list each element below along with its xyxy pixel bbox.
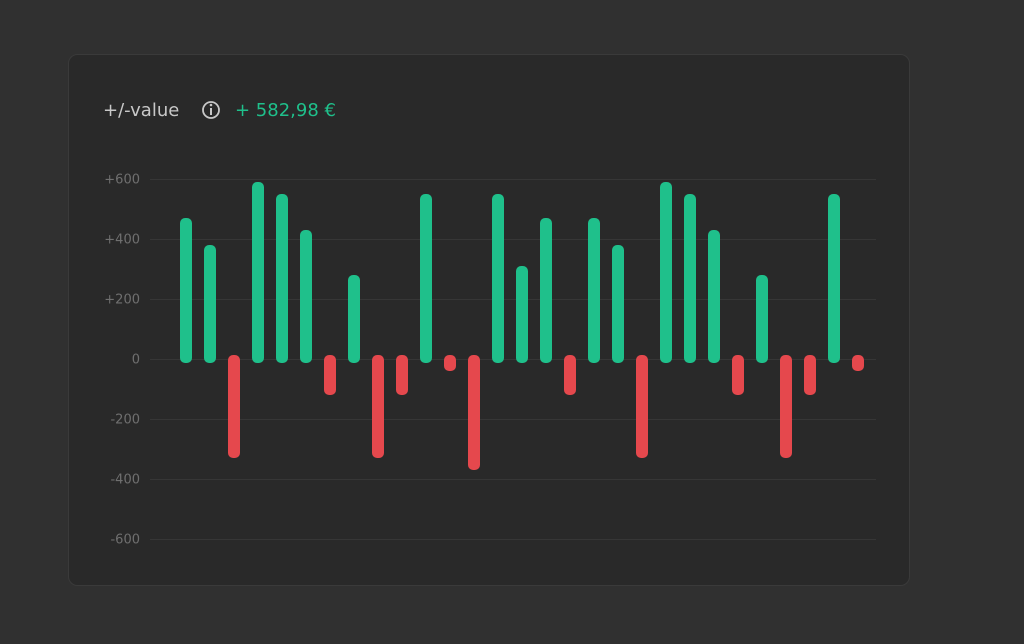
- bar: [180, 218, 192, 363]
- bar: [276, 194, 288, 363]
- bar: [252, 182, 264, 363]
- bar: [396, 355, 408, 395]
- bar: [540, 218, 552, 363]
- bar: [420, 194, 432, 363]
- bar: [300, 230, 312, 363]
- bar: [516, 266, 528, 363]
- bar: [708, 230, 720, 363]
- bar: [756, 275, 768, 363]
- y-tick-label: -600: [110, 533, 140, 548]
- bar: [204, 245, 216, 363]
- bar: [732, 355, 744, 395]
- bar: [564, 355, 576, 395]
- bar: [852, 355, 864, 371]
- bar: [636, 355, 648, 458]
- y-tick-label: +600: [104, 173, 140, 188]
- bar: [804, 355, 816, 395]
- bar: [492, 194, 504, 363]
- total-value: + 582,98 €: [235, 100, 336, 121]
- y-tick-label: +400: [104, 233, 140, 248]
- bar: [444, 355, 456, 371]
- bar: [612, 245, 624, 363]
- y-tick-label: +200: [104, 293, 140, 308]
- bar: [324, 355, 336, 395]
- bar: [372, 355, 384, 458]
- bar: [660, 182, 672, 363]
- bar: [780, 355, 792, 458]
- card: [68, 54, 910, 586]
- bar: [348, 275, 360, 363]
- y-tick-label: -400: [110, 473, 140, 488]
- chart-title: +/-value: [103, 100, 179, 121]
- bar: [588, 218, 600, 363]
- bar: [828, 194, 840, 363]
- bar: [228, 355, 240, 458]
- y-tick-label: -200: [110, 413, 140, 428]
- info-icon[interactable]: [202, 101, 220, 119]
- y-tick-label: 0: [132, 353, 140, 368]
- bar: [684, 194, 696, 363]
- bar: [468, 355, 480, 470]
